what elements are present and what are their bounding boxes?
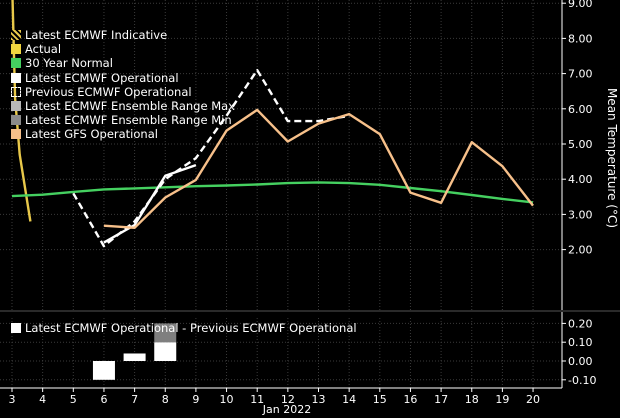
legend-label: Latest ECMWF Ensemble Range Min xyxy=(25,113,232,128)
x-tick-label: 16 xyxy=(403,393,417,406)
diff-bar xyxy=(92,361,115,380)
legend-item: Latest ECMWF Indicative xyxy=(6,28,256,42)
legend-item: Latest ECMWF Ensemble Range Max xyxy=(6,99,256,113)
upper-grid xyxy=(0,0,562,310)
legend-main: Latest ECMWF Indicative Actual 30 Year Nor… xyxy=(6,28,256,142)
x-tick-label: 10 xyxy=(220,393,234,406)
legend-label: Latest ECMWF Operational - Previous ECMW… xyxy=(25,321,357,336)
legend-swatch-icon xyxy=(11,86,21,97)
axis-layer: 2.003.004.005.006.007.008.009.0010.00-0.… xyxy=(0,0,620,406)
x-tick-label: 9 xyxy=(192,393,199,406)
x-tick-label: 19 xyxy=(495,393,509,406)
x-tick-label: 7 xyxy=(131,393,138,406)
y-tick-label: 0.00 xyxy=(568,355,593,368)
y-axis-label: Mean Temperature (°C) xyxy=(605,88,619,228)
legend-swatch-icon xyxy=(11,30,21,41)
legend-difference: Latest ECMWF Operational - Previous ECMW… xyxy=(6,321,357,335)
y-tick-label: 8.00 xyxy=(568,32,593,45)
series-line xyxy=(72,68,350,248)
x-tick-label: 18 xyxy=(465,393,479,406)
legend-swatch-icon xyxy=(11,44,21,55)
y-tick-label: 9.00 xyxy=(568,0,593,10)
diff-bar xyxy=(123,353,146,361)
legend-item: Latest ECMWF Operational - Previous ECMW… xyxy=(6,321,357,335)
x-tick-label: 5 xyxy=(70,393,77,406)
y-tick-label: 0.20 xyxy=(568,317,593,330)
legend-item: Latest ECMWF Operational xyxy=(6,71,256,85)
legend-label: Previous ECMWF Operational xyxy=(25,84,192,99)
series-line xyxy=(103,163,197,244)
legend-label: 30 Year Normal xyxy=(25,56,113,71)
y-tick-label: 0.10 xyxy=(568,336,593,349)
legend-item: Actual xyxy=(6,42,256,56)
legend-label: Actual xyxy=(25,42,62,57)
legend-item: Latest ECMWF Ensemble Range Min xyxy=(6,113,256,127)
series-line xyxy=(103,108,534,230)
bars-layer xyxy=(92,323,177,380)
legend-swatch-icon xyxy=(11,58,21,69)
y-tick-label: 3.00 xyxy=(568,208,593,221)
series-line xyxy=(11,181,534,204)
legend-swatch-icon xyxy=(11,101,21,112)
x-tick-label: 11 xyxy=(250,393,264,406)
diff-bar xyxy=(154,342,177,361)
legend-label: Latest GFS Operational xyxy=(25,127,158,142)
legend-swatch-icon xyxy=(11,129,21,140)
x-tick-label: 6 xyxy=(100,393,107,406)
legend-label: Latest ECMWF Ensemble Range Max xyxy=(25,99,235,114)
y-tick-label: 7.00 xyxy=(568,68,593,81)
x-tick-label: 3 xyxy=(9,393,16,406)
legend-item: Previous ECMWF Operational xyxy=(6,85,256,99)
x-tick-label: 20 xyxy=(526,393,540,406)
x-axis-label: Jan 2022 xyxy=(262,403,311,416)
y-tick-label: 5.00 xyxy=(568,138,593,151)
diff-bar xyxy=(154,323,177,343)
legend-item: 30 Year Normal xyxy=(6,56,256,70)
y-tick-label: -0.10 xyxy=(568,374,596,387)
legend-label: Latest ECMWF Operational xyxy=(25,70,179,85)
x-tick-label: 17 xyxy=(434,393,448,406)
legend-swatch-icon xyxy=(11,72,21,83)
x-tick-label: 14 xyxy=(342,393,356,406)
x-tick-label: 13 xyxy=(312,393,326,406)
legend-swatch-icon xyxy=(11,115,21,126)
panel-divider xyxy=(0,310,620,312)
legend-item: Latest GFS Operational xyxy=(6,127,256,141)
legend-swatch-icon xyxy=(11,323,21,334)
legend-label: Latest ECMWF Indicative xyxy=(25,28,168,43)
y-tick-label: 2.00 xyxy=(568,244,593,257)
x-tick-label: 12 xyxy=(281,393,295,406)
x-tick-label: 4 xyxy=(39,393,46,406)
x-tick-label: 8 xyxy=(162,393,169,406)
y-tick-label: 6.00 xyxy=(568,103,593,116)
x-tick-label: 15 xyxy=(373,393,387,406)
y-tick-label: 4.00 xyxy=(568,173,593,186)
